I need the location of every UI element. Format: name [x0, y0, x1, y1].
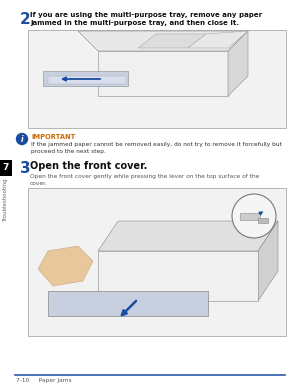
Text: Troubleshooting: Troubleshooting [4, 178, 8, 222]
Text: Open the front cover gently while pressing the lever on the top surface of the
c: Open the front cover gently while pressi… [30, 174, 260, 186]
Text: 7-10     Paper Jams: 7-10 Paper Jams [16, 378, 72, 383]
Text: If the jammed paper cannot be removed easily, do not try to remove it forcefully: If the jammed paper cannot be removed ea… [31, 142, 282, 154]
Circle shape [16, 134, 28, 144]
Polygon shape [48, 76, 126, 84]
Polygon shape [228, 31, 248, 96]
Text: Open the front cover.: Open the front cover. [30, 161, 147, 171]
Circle shape [232, 194, 276, 238]
Text: If you are using the multi-purpose tray, remove any paper
jammed in the multi-pu: If you are using the multi-purpose tray,… [30, 12, 262, 27]
Text: 7: 7 [3, 164, 9, 173]
Bar [28, 188, 286, 336]
Polygon shape [98, 221, 278, 251]
Bar [28, 30, 286, 128]
Polygon shape [78, 31, 248, 51]
Bar [0, 160, 12, 176]
Text: 3: 3 [20, 161, 31, 176]
Bar [240, 213, 260, 220]
Polygon shape [138, 34, 206, 48]
Text: i: i [21, 134, 23, 144]
Polygon shape [98, 51, 228, 96]
Bar [258, 218, 268, 223]
Text: 2: 2 [20, 12, 31, 27]
Polygon shape [258, 221, 278, 301]
Polygon shape [98, 251, 258, 301]
Polygon shape [38, 246, 93, 286]
Polygon shape [188, 31, 248, 48]
Text: IMPORTANT: IMPORTANT [31, 134, 75, 140]
Polygon shape [43, 71, 128, 86]
Polygon shape [48, 291, 208, 316]
